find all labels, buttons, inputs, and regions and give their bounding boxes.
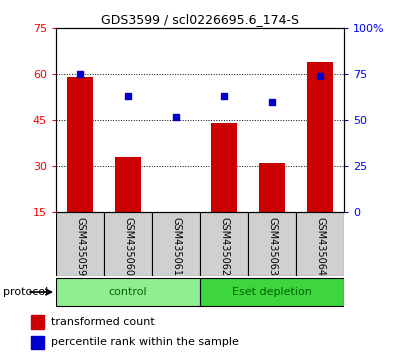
Text: transformed count: transformed count	[51, 317, 155, 327]
Bar	[307, 62, 333, 212]
Bar	[259, 163, 285, 212]
Text: GSM435061: GSM435061	[171, 217, 181, 276]
Text: GSM435063: GSM435063	[267, 217, 277, 276]
Bar	[31, 336, 44, 349]
Text: GSM435059: GSM435059	[75, 217, 85, 276]
Bar	[152, 212, 200, 276]
Text: GSM435060: GSM435060	[123, 217, 133, 276]
Text: GSM435064: GSM435064	[315, 217, 325, 276]
Bar	[67, 78, 93, 212]
Bar	[296, 212, 344, 276]
Bar	[31, 315, 44, 329]
Text: control: control	[109, 287, 147, 297]
Bar	[104, 212, 152, 276]
Text: protocol: protocol	[3, 287, 48, 297]
Text: GSM435062: GSM435062	[219, 217, 229, 276]
Bar	[115, 157, 141, 212]
Bar	[248, 212, 296, 276]
Title: GDS3599 / scl0226695.6_174-S: GDS3599 / scl0226695.6_174-S	[101, 13, 299, 26]
Bar	[200, 212, 248, 276]
Text: percentile rank within the sample: percentile rank within the sample	[51, 337, 239, 348]
Text: Eset depletion: Eset depletion	[232, 287, 312, 297]
Bar	[211, 124, 237, 212]
Bar	[56, 212, 104, 276]
Bar	[200, 278, 344, 306]
Bar	[56, 278, 200, 306]
